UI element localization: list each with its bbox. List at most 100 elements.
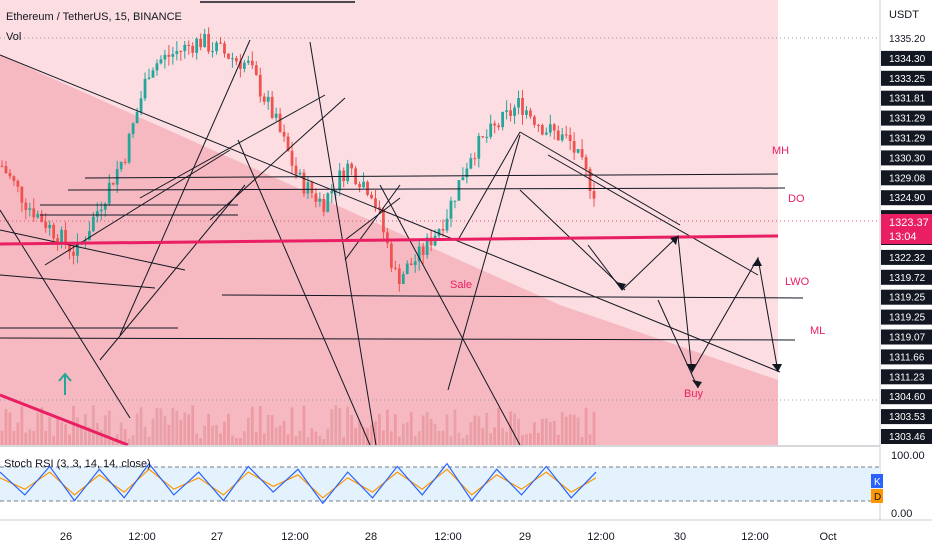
volume-bar — [183, 412, 187, 445]
candle-body — [441, 229, 445, 231]
candle-body — [477, 136, 481, 159]
candle-body — [485, 136, 489, 138]
price-tick-label: 1311.66 — [889, 352, 925, 363]
volume-bar — [358, 420, 361, 445]
stoch-d-label: D — [874, 492, 881, 503]
volume-bar — [147, 436, 151, 445]
candle-body — [103, 203, 107, 210]
candle-body — [91, 216, 95, 232]
candle-body — [425, 237, 429, 255]
arrowhead — [772, 364, 782, 372]
volume-bar — [99, 430, 103, 445]
candle-body — [187, 44, 191, 46]
candle-body — [544, 132, 548, 135]
volume-bar — [8, 412, 12, 445]
candle-body — [374, 198, 377, 208]
volume-bar — [88, 426, 91, 445]
volume-bar — [36, 412, 40, 445]
candle-body — [389, 243, 393, 268]
candle-body — [473, 158, 477, 160]
volume-bar — [330, 409, 334, 445]
volume-label[interactable]: Vol — [6, 31, 21, 43]
volume-bar — [254, 431, 258, 445]
price-tick-label: 1303.46 — [889, 432, 926, 443]
candle-body — [521, 97, 524, 115]
stoch-title[interactable]: Stoch RSI (3, 3, 14, 14, close) — [4, 458, 151, 470]
price-tick-bg — [881, 329, 932, 345]
candle-body — [330, 190, 334, 194]
volume-bar — [501, 428, 505, 445]
volume-bar — [322, 438, 326, 445]
buy-signal-arrow — [58, 372, 72, 395]
candle-body — [171, 54, 175, 57]
volume-bar — [552, 420, 556, 445]
time-axis[interactable]: 26 12:00 27 12:00 28 12:00 29 12:00 30 12:00 Oct — [60, 531, 837, 543]
volume-bar — [12, 431, 16, 445]
candle-body — [386, 232, 389, 244]
stoch-d-badge — [871, 489, 883, 503]
volume-bar — [310, 428, 314, 445]
volume-bar — [207, 413, 210, 445]
candle-body — [405, 263, 409, 275]
candle-body — [413, 261, 417, 266]
price-tick-label: 1322.32 — [889, 253, 926, 264]
stoch-k-label: K — [874, 477, 881, 488]
candle-body — [421, 246, 425, 255]
candle-body — [179, 51, 183, 53]
volume-bar — [72, 406, 75, 445]
trendline — [344, 184, 401, 261]
arrowhead — [752, 258, 762, 266]
price-countdown: 13:04 — [889, 231, 917, 243]
candle-body — [151, 70, 155, 78]
key-level-line — [0, 234, 779, 246]
candle-body — [437, 229, 441, 236]
time-tick-label: Oct — [819, 531, 836, 543]
stoch-k-badge — [871, 474, 883, 488]
level-label-mh: MH — [772, 145, 789, 157]
candle-body — [517, 97, 520, 108]
volume-bars — [0, 405, 596, 445]
candle-body — [12, 176, 16, 181]
arrowhead — [616, 282, 626, 290]
candle-body — [270, 96, 274, 118]
candle-body — [505, 110, 508, 112]
symbol-title[interactable]: Ethereum / TetherUS, 15, BINANCE — [6, 11, 182, 23]
price-tick-label: 1319.07 — [889, 333, 926, 344]
volume-bar — [572, 415, 576, 445]
volume-bar — [306, 437, 310, 445]
candle-body — [552, 124, 556, 131]
time-tick-label: 29 — [519, 531, 531, 543]
volume-bar — [60, 422, 63, 445]
candle-body — [382, 209, 385, 233]
candle-body — [417, 246, 421, 262]
volume-bar — [556, 434, 560, 445]
candle-body — [231, 58, 234, 60]
volume-bar — [111, 438, 115, 445]
volume-bar — [584, 407, 588, 445]
volume-bar — [80, 426, 83, 445]
trendline — [447, 134, 521, 391]
volume-bar — [199, 438, 203, 445]
price-tick-bg — [881, 349, 932, 365]
volume-bar — [28, 429, 32, 445]
price-tick-bg — [881, 369, 932, 385]
candle-body — [44, 221, 48, 229]
trendline — [44, 149, 231, 266]
price-tick-bg — [881, 409, 932, 425]
candle-body — [306, 182, 310, 194]
candle-body — [322, 198, 326, 212]
candle-body — [246, 60, 250, 63]
candle-body — [155, 63, 159, 71]
volume-bar — [370, 424, 373, 445]
volume-bar — [513, 413, 516, 445]
volume-bar — [4, 409, 8, 445]
volume-bar — [533, 422, 536, 445]
price-tick-bg — [881, 289, 932, 305]
candle-body — [99, 209, 103, 212]
candle-body — [401, 274, 405, 285]
volume-bar — [417, 431, 421, 445]
volume-bar — [445, 414, 449, 445]
volume-bar — [354, 427, 358, 445]
candle-body — [20, 186, 24, 203]
